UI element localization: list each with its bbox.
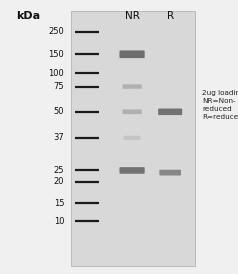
Text: kDa: kDa [16,11,41,21]
Text: R: R [167,11,174,21]
FancyBboxPatch shape [124,136,140,140]
FancyBboxPatch shape [119,50,145,58]
FancyBboxPatch shape [159,170,181,176]
Text: 50: 50 [54,107,64,116]
FancyBboxPatch shape [123,109,142,114]
Text: 100: 100 [49,69,64,78]
Text: 15: 15 [54,199,64,208]
Text: 10: 10 [54,217,64,226]
Bar [71,11,195,266]
FancyBboxPatch shape [123,84,142,89]
Text: 150: 150 [49,50,64,59]
Text: 25: 25 [54,166,64,175]
Text: 37: 37 [54,133,64,142]
FancyBboxPatch shape [158,109,182,115]
Text: 75: 75 [54,82,64,91]
Text: 2ug loading
NR=Non-
reduced
R=reduced: 2ug loading NR=Non- reduced R=reduced [202,90,238,120]
Text: NR: NR [125,11,139,21]
FancyBboxPatch shape [119,167,145,174]
Text: 250: 250 [49,27,64,36]
Text: 20: 20 [54,178,64,186]
